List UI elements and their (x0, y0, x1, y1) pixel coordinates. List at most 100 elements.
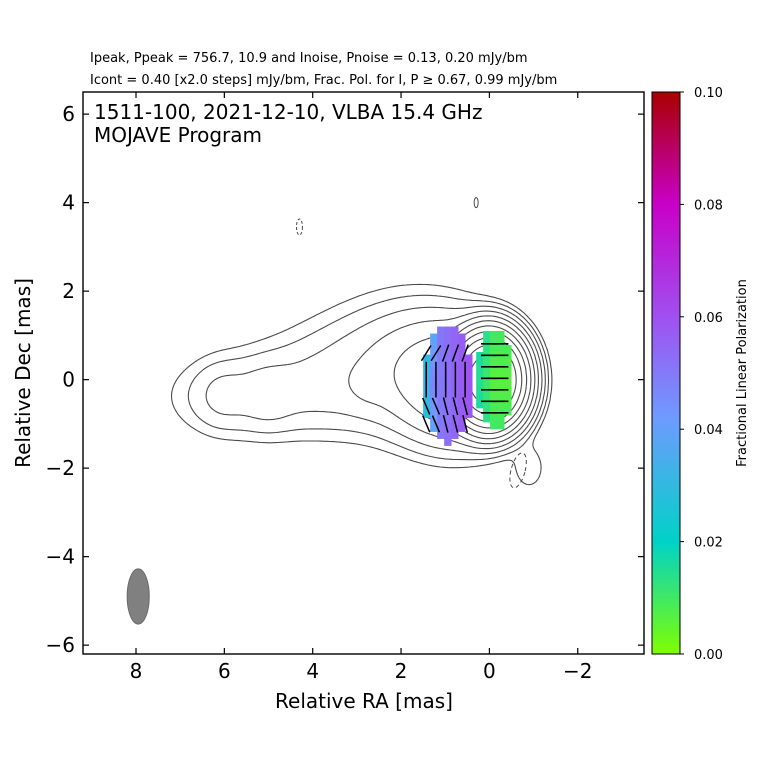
polarization-cell (465, 361, 473, 369)
polarization-cell (476, 393, 484, 402)
polarization-cell (444, 389, 452, 397)
polarization-cell (458, 340, 466, 348)
x-tick-label: −2 (563, 659, 592, 683)
polarization-cell (497, 400, 505, 409)
polarization-cell (444, 417, 452, 425)
polarization-cell (504, 407, 512, 416)
evpa-vector (422, 397, 431, 415)
polarization-cell (437, 333, 445, 341)
x-tick-label: 0 (483, 659, 496, 683)
polarization-cell (430, 333, 438, 341)
polarization-cell (490, 379, 498, 388)
polarization-cell (444, 424, 452, 432)
evpa-vector (442, 414, 449, 433)
colorbar: 0.10 0.08 0.06 0.04 0.02 0.00 Fractional Line… (651, 86, 750, 663)
plot-subtitle: MOJAVE Program (94, 123, 262, 147)
polarization-cell (465, 375, 473, 383)
header-line-2: Icont = 0.40 [x2.0 steps] mJy/bm, Frac. … (90, 73, 557, 88)
polarization-cell (490, 372, 498, 381)
y-tick-label: 6 (62, 102, 75, 126)
evpa-vector (452, 397, 459, 416)
polarization-cell (483, 400, 491, 409)
polarization-cell (504, 393, 512, 402)
x-tick-label: 8 (130, 659, 143, 683)
polarization-cell (437, 382, 445, 390)
header-line-1: Ipeak, Ppeak = 756.7, 10.9 and Inoise, P… (90, 51, 528, 66)
polarization-cell (465, 389, 473, 397)
polarization-cell (476, 379, 484, 388)
polarization-cell (451, 347, 459, 355)
polarization-cell (430, 375, 438, 383)
polarization-cell (490, 407, 498, 416)
polarization-cell (451, 403, 459, 411)
y-tick-label: −6 (46, 633, 75, 657)
negative-contour (295, 218, 303, 236)
polarization-cell (444, 368, 452, 376)
polarization-cell (465, 410, 473, 418)
polarization-cell (437, 424, 445, 432)
x-tick-label: 6 (218, 659, 231, 683)
polarization-cell (437, 361, 445, 369)
polarization-cell (444, 382, 452, 390)
polarization-cell (490, 393, 498, 402)
plot-area (82, 91, 645, 655)
contour-line (187, 294, 550, 461)
polarization-cell (437, 375, 445, 383)
polarization-cell (497, 358, 505, 367)
polarization-layer (423, 326, 512, 446)
polarization-cell (451, 354, 459, 362)
polarization-cell (476, 358, 484, 367)
evpa-vector (452, 414, 459, 433)
polarization-cell (430, 354, 438, 362)
polarization-cell (444, 375, 452, 383)
polarization-cell (444, 340, 452, 348)
polarization-cell (437, 396, 445, 404)
polarization-cell (444, 333, 452, 341)
y-axis-label: Relative Dec [mas] (11, 278, 35, 468)
polarization-cell (476, 351, 484, 360)
polarization-cell (504, 344, 512, 353)
polarization-cell (444, 326, 452, 334)
polarization-cell (430, 368, 438, 376)
evpa-vector (461, 344, 469, 362)
x-tick-label: 2 (395, 659, 408, 683)
polarization-cell (430, 382, 438, 390)
colorbar-label: Fractional Linear Polarization (735, 279, 750, 467)
polarization-cell (465, 396, 473, 404)
polarization-cell (444, 354, 452, 362)
polarization-cell (483, 379, 491, 388)
polarization-cell (465, 368, 473, 376)
polarization-cell (430, 417, 438, 425)
contour-line (205, 305, 546, 455)
polarization-cell (476, 365, 484, 374)
polarization-cell (451, 333, 459, 341)
evpa-vector (431, 397, 441, 415)
plot-frame (82, 91, 645, 655)
polarization-cell (451, 340, 459, 348)
polarization-cell (490, 421, 498, 430)
polarization-cell (490, 365, 498, 374)
plot-title: 1511-100, 2021-12-10, VLBA 15.4 GHz (94, 100, 482, 124)
polarization-cell (504, 379, 512, 388)
polarization-cell (497, 386, 505, 395)
polarization-cell (483, 344, 491, 353)
polarization-cell (451, 424, 459, 432)
colorbar-tick-label: 0.00 (694, 648, 723, 663)
evpa-vector (462, 414, 469, 433)
polarization-cell (458, 375, 466, 383)
polarization-cell (497, 421, 505, 430)
polarization-cell (458, 403, 466, 411)
polarization-cell (497, 393, 505, 402)
beam-ellipse (126, 568, 150, 625)
polarization-cell (483, 386, 491, 395)
polarization-cell (483, 358, 491, 367)
polarization-cell (444, 347, 452, 355)
polarization-cell (444, 361, 452, 369)
colorbar-tick-label: 0.10 (694, 86, 723, 101)
polarization-cell (451, 431, 459, 439)
polarization-cell (430, 410, 438, 418)
polarization-cell (458, 410, 466, 418)
x-tick-label: 4 (306, 659, 319, 683)
polarization-cell (444, 438, 452, 446)
